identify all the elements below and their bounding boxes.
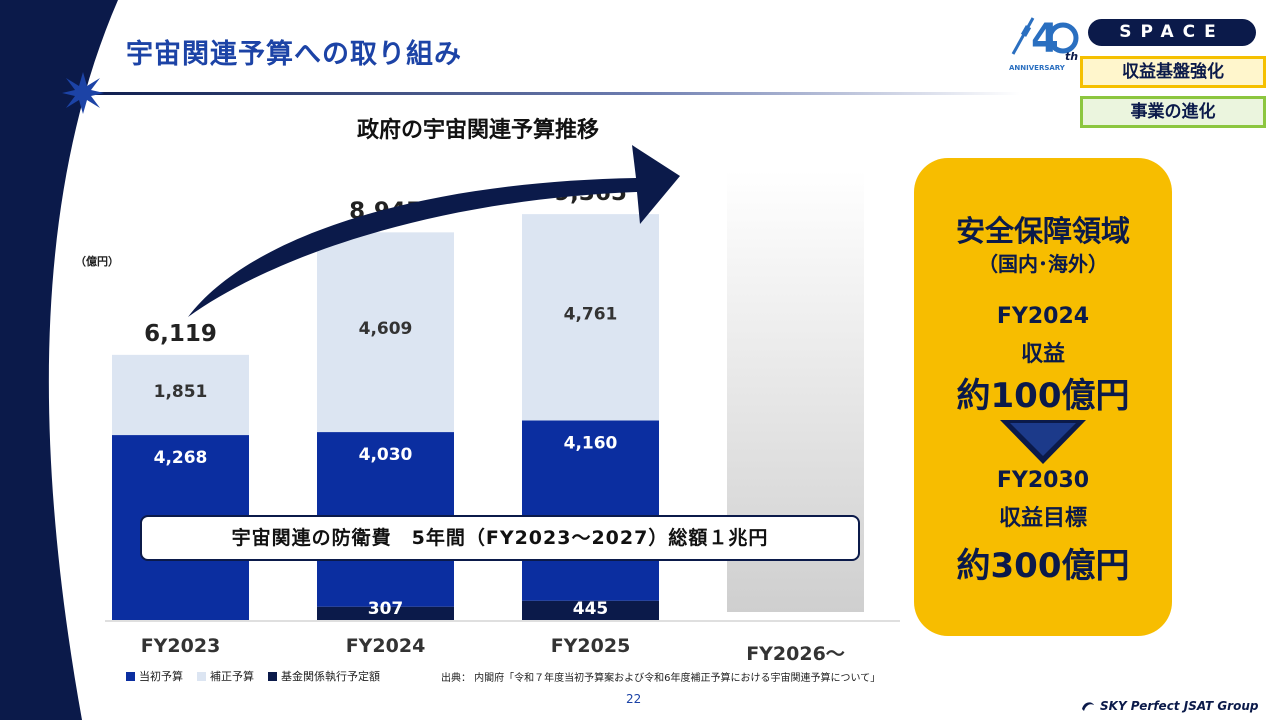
- space-tag: SPACE: [1088, 19, 1256, 46]
- panel-revenue-value: 約100億円: [956, 376, 1130, 416]
- legend-item-initial: 当初予算: [126, 668, 183, 684]
- bar-segment-supplementary: [522, 214, 659, 421]
- value-label-fund: 307: [368, 599, 404, 619]
- anniversary-suffix: th: [1065, 50, 1078, 63]
- value-label-supplementary: 1,851: [154, 382, 208, 402]
- bar-segment-supplementary: [112, 354, 249, 436]
- bar-segment-supplementary: [317, 232, 454, 433]
- panel-subheading: （国内･海外）: [978, 252, 1108, 276]
- brand-swirl-icon: [1082, 702, 1094, 711]
- panel-heading: 安全保障領域: [955, 214, 1130, 248]
- growth-arrow: [188, 145, 680, 317]
- value-label-supplementary: 4,761: [564, 304, 618, 324]
- value-label-initial: 4,030: [359, 445, 413, 465]
- page-number: 22: [626, 692, 642, 706]
- panel-fy2030-label: FY2030: [996, 468, 1090, 493]
- chart-legend: 当初予算 補正予算 基金関係執行予定額: [126, 668, 380, 684]
- value-label-fund: 445: [573, 599, 609, 619]
- value-label-supplementary: 4,609: [359, 319, 413, 339]
- defense-budget-note: 宇宙関連の防衛費 5年間（FY2023～2027）総額１兆円: [140, 515, 860, 561]
- x-tick-label: FY2025: [551, 635, 631, 657]
- legend-item-supplementary: 補正予算: [197, 668, 254, 684]
- tag-business-evolution: 事業の進化: [1080, 96, 1266, 128]
- panel-target-label: 収益目標: [998, 506, 1087, 531]
- panel-fy2024-label: FY2024: [996, 304, 1090, 329]
- security-revenue-panel: 安全保障領域 （国内･海外） FY2024 収益 約100億円 FY2030 収…: [914, 158, 1172, 636]
- brand-logo: SKY Perfect JSAT Group: [1080, 699, 1258, 713]
- unit-label: （億円）: [75, 254, 119, 268]
- star-burst-icon: [62, 72, 104, 114]
- legend-item-fund: 基金関係執行予定額: [268, 668, 380, 684]
- anniversary-logo: 4 th ANNIVERSARY: [1009, 16, 1079, 72]
- x-tick-label: FY2024: [346, 635, 426, 657]
- left-decorative-swoosh: [0, 0, 118, 720]
- panel-revenue-label: 収益: [1020, 342, 1065, 367]
- anniversary-label: ANNIVERSARY: [1009, 64, 1066, 72]
- chart-title: 政府の宇宙関連予算推移: [357, 117, 599, 143]
- bar-segment-fund: [317, 606, 454, 620]
- tag-revenue-base: 収益基盤強化: [1080, 56, 1266, 88]
- brand-name: SKY Perfect JSAT Group: [1100, 699, 1259, 713]
- bar-segment-fund: [522, 600, 659, 620]
- value-label-initial: 4,268: [154, 448, 208, 468]
- value-label-initial: 4,160: [564, 433, 618, 453]
- x-tick-label: FY2023: [141, 635, 221, 657]
- page-title: 宇宙関連予算への取り組み: [126, 39, 462, 70]
- x-tick-label: FY2026～: [746, 643, 845, 665]
- down-arrow-icon: [1000, 420, 1086, 464]
- anniversary-number: 4: [1031, 16, 1059, 62]
- title-divider: [70, 92, 1020, 95]
- bar-segment-initial: [522, 420, 659, 601]
- total-label: 6,119: [144, 321, 217, 347]
- source-note: 出典： 内閣府「令和７年度当初予算案および令和6年度補正予算における宇宙関連予算…: [441, 673, 881, 684]
- panel-target-value: 約300億円: [956, 546, 1130, 586]
